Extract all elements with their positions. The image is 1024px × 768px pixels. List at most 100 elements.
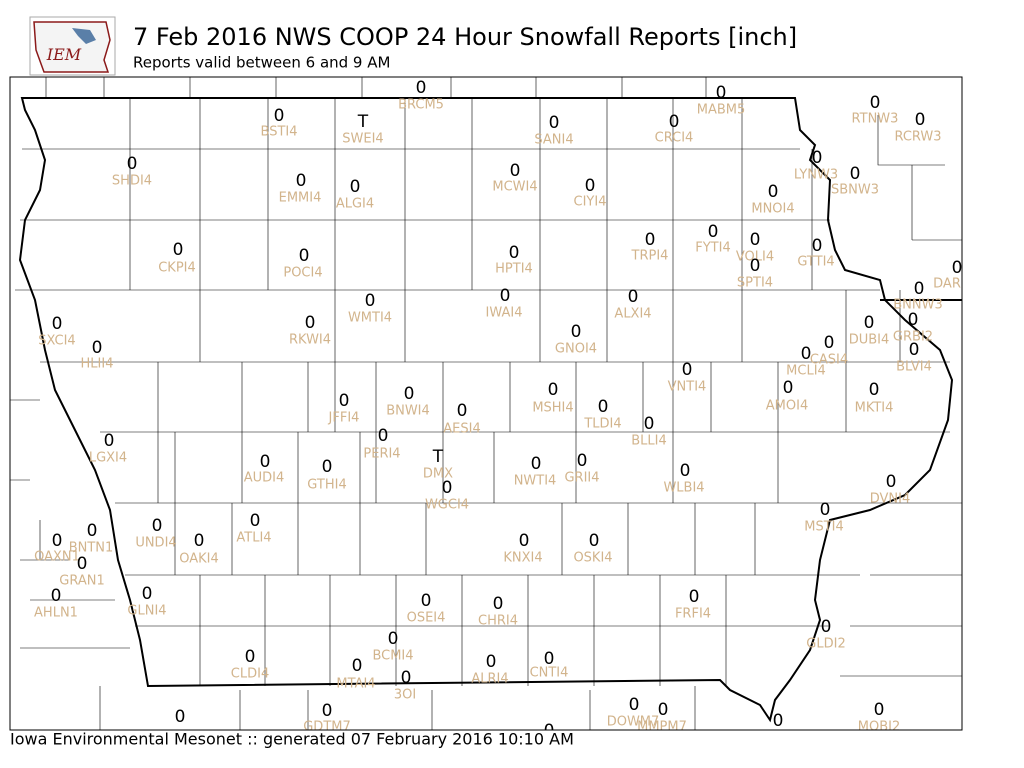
station-label: TRPI4 (631, 249, 669, 264)
station-label: DUBI4 (849, 333, 890, 348)
station-label: SPTI4 (737, 276, 773, 291)
subtitle: Reports valid between 6 and 9 AM (133, 54, 390, 72)
station-value: 0 (585, 176, 596, 196)
state-outline (18, 97, 954, 723)
station-value: 0 (51, 586, 62, 606)
station-value: 0 (801, 344, 812, 364)
station-value: 0 (658, 700, 669, 720)
station-value: 0 (245, 647, 256, 667)
station-value: 0 (669, 112, 680, 132)
station-value: 0 (544, 721, 555, 741)
station-label: LGXI4 (89, 451, 127, 466)
station-value: 0 (548, 380, 559, 400)
station-label: SXCI4 (38, 334, 75, 349)
station-label: SANI4 (534, 133, 573, 148)
station-value: 0 (299, 246, 310, 266)
station-label: KNXI4 (503, 551, 542, 566)
title: 7 Feb 2016 NWS COOP 24 Hour Snowfall Rep… (133, 23, 797, 51)
station-value: 0 (824, 333, 835, 353)
station-label: MCLI4 (786, 364, 826, 379)
station-value: 0 (500, 286, 511, 306)
station-value: 0 (531, 454, 542, 474)
station-label: IWAI4 (486, 306, 523, 321)
station-label: GNOI4 (555, 342, 597, 357)
station-value: 0 (812, 148, 823, 168)
station-label: BNNW3 (893, 298, 943, 313)
station-value: 0 (457, 401, 468, 421)
station-label: VNTI4 (668, 380, 707, 395)
station-label: HPTI4 (495, 262, 533, 277)
station-label: BRCM5 (398, 98, 444, 113)
station-value: 0 (812, 236, 823, 256)
station-value: 0 (509, 243, 520, 263)
station-value: T (432, 447, 444, 467)
station-value: 0 (870, 93, 881, 113)
station-value: 0 (127, 154, 138, 174)
station-label: NWTI4 (514, 474, 557, 489)
station-label: ALGI4 (336, 197, 374, 212)
station-label: VOLI4 (736, 250, 774, 265)
station-label: CNTI4 (530, 666, 569, 681)
station-label: SHDI4 (112, 174, 152, 189)
station-label: JFFI4 (328, 411, 360, 426)
station-value: 0 (250, 511, 261, 531)
station-value: 0 (708, 222, 719, 242)
station-value: 0 (77, 554, 88, 574)
station-value: 0 (378, 426, 389, 446)
station-label: TLDI4 (583, 417, 621, 432)
station-value: 0 (142, 584, 153, 604)
station-value: 0 (773, 711, 784, 731)
station-value: 0 (52, 314, 63, 334)
station-value: 0 (577, 451, 588, 471)
station-label: CHRI4 (478, 614, 518, 629)
station-label: CASI4 (810, 353, 848, 368)
station-label: CKPI4 (158, 261, 196, 276)
station-value: 0 (92, 338, 103, 358)
station-value: 0 (305, 313, 316, 333)
station-label: SWEI4 (342, 132, 383, 147)
station-label: RKWI4 (289, 333, 331, 348)
station-value: 0 (909, 340, 920, 360)
station-label: CIYI4 (574, 195, 607, 210)
station-label: ALRI4 (471, 672, 508, 687)
station-value: 0 (629, 695, 640, 715)
station-label: LYNW3 (794, 168, 838, 183)
station-value: 0 (322, 701, 333, 721)
station-value: 0 (416, 78, 427, 98)
station-label: BSTI4 (261, 125, 298, 140)
station-label: GLDI2 (806, 637, 845, 652)
station-label: RCRW3 (894, 130, 941, 145)
station-label: CRCI4 (655, 131, 694, 146)
station-label: DOWM7 (607, 715, 660, 730)
station-label: OAXN1 (34, 550, 80, 565)
station-label: OSEI4 (407, 611, 446, 626)
station-value: 0 (549, 113, 560, 133)
station-value: 0 (598, 397, 609, 417)
station-label: AESI4 (443, 422, 480, 437)
station-label: UNDI4 (135, 536, 176, 551)
station-label: MCWI4 (492, 180, 537, 195)
station-value: 0 (260, 452, 271, 472)
station-value: 0 (850, 164, 861, 184)
station-value: 0 (510, 161, 521, 181)
map-frame (9, 76, 963, 731)
station-value: T (357, 112, 369, 132)
station-label: GRBI2 (893, 330, 933, 345)
station-value: 0 (404, 384, 415, 404)
station-value: 0 (571, 322, 582, 342)
station-value: 0 (750, 230, 761, 250)
station-value: 0 (322, 457, 333, 477)
station-value: 0 (442, 478, 453, 498)
station-label: POCI4 (283, 266, 322, 281)
station-value: 0 (783, 378, 794, 398)
station-value: 0 (173, 240, 184, 260)
station-label: MSHI4 (532, 401, 573, 416)
station-label: FYTI4 (695, 241, 730, 256)
station-label: GRAN1 (59, 574, 104, 589)
footer: Iowa Environmental Mesonet :: generated … (10, 730, 574, 749)
station-value: 0 (644, 414, 655, 434)
station-value: 0 (544, 649, 555, 669)
station-label: MMPM7 (637, 720, 687, 735)
